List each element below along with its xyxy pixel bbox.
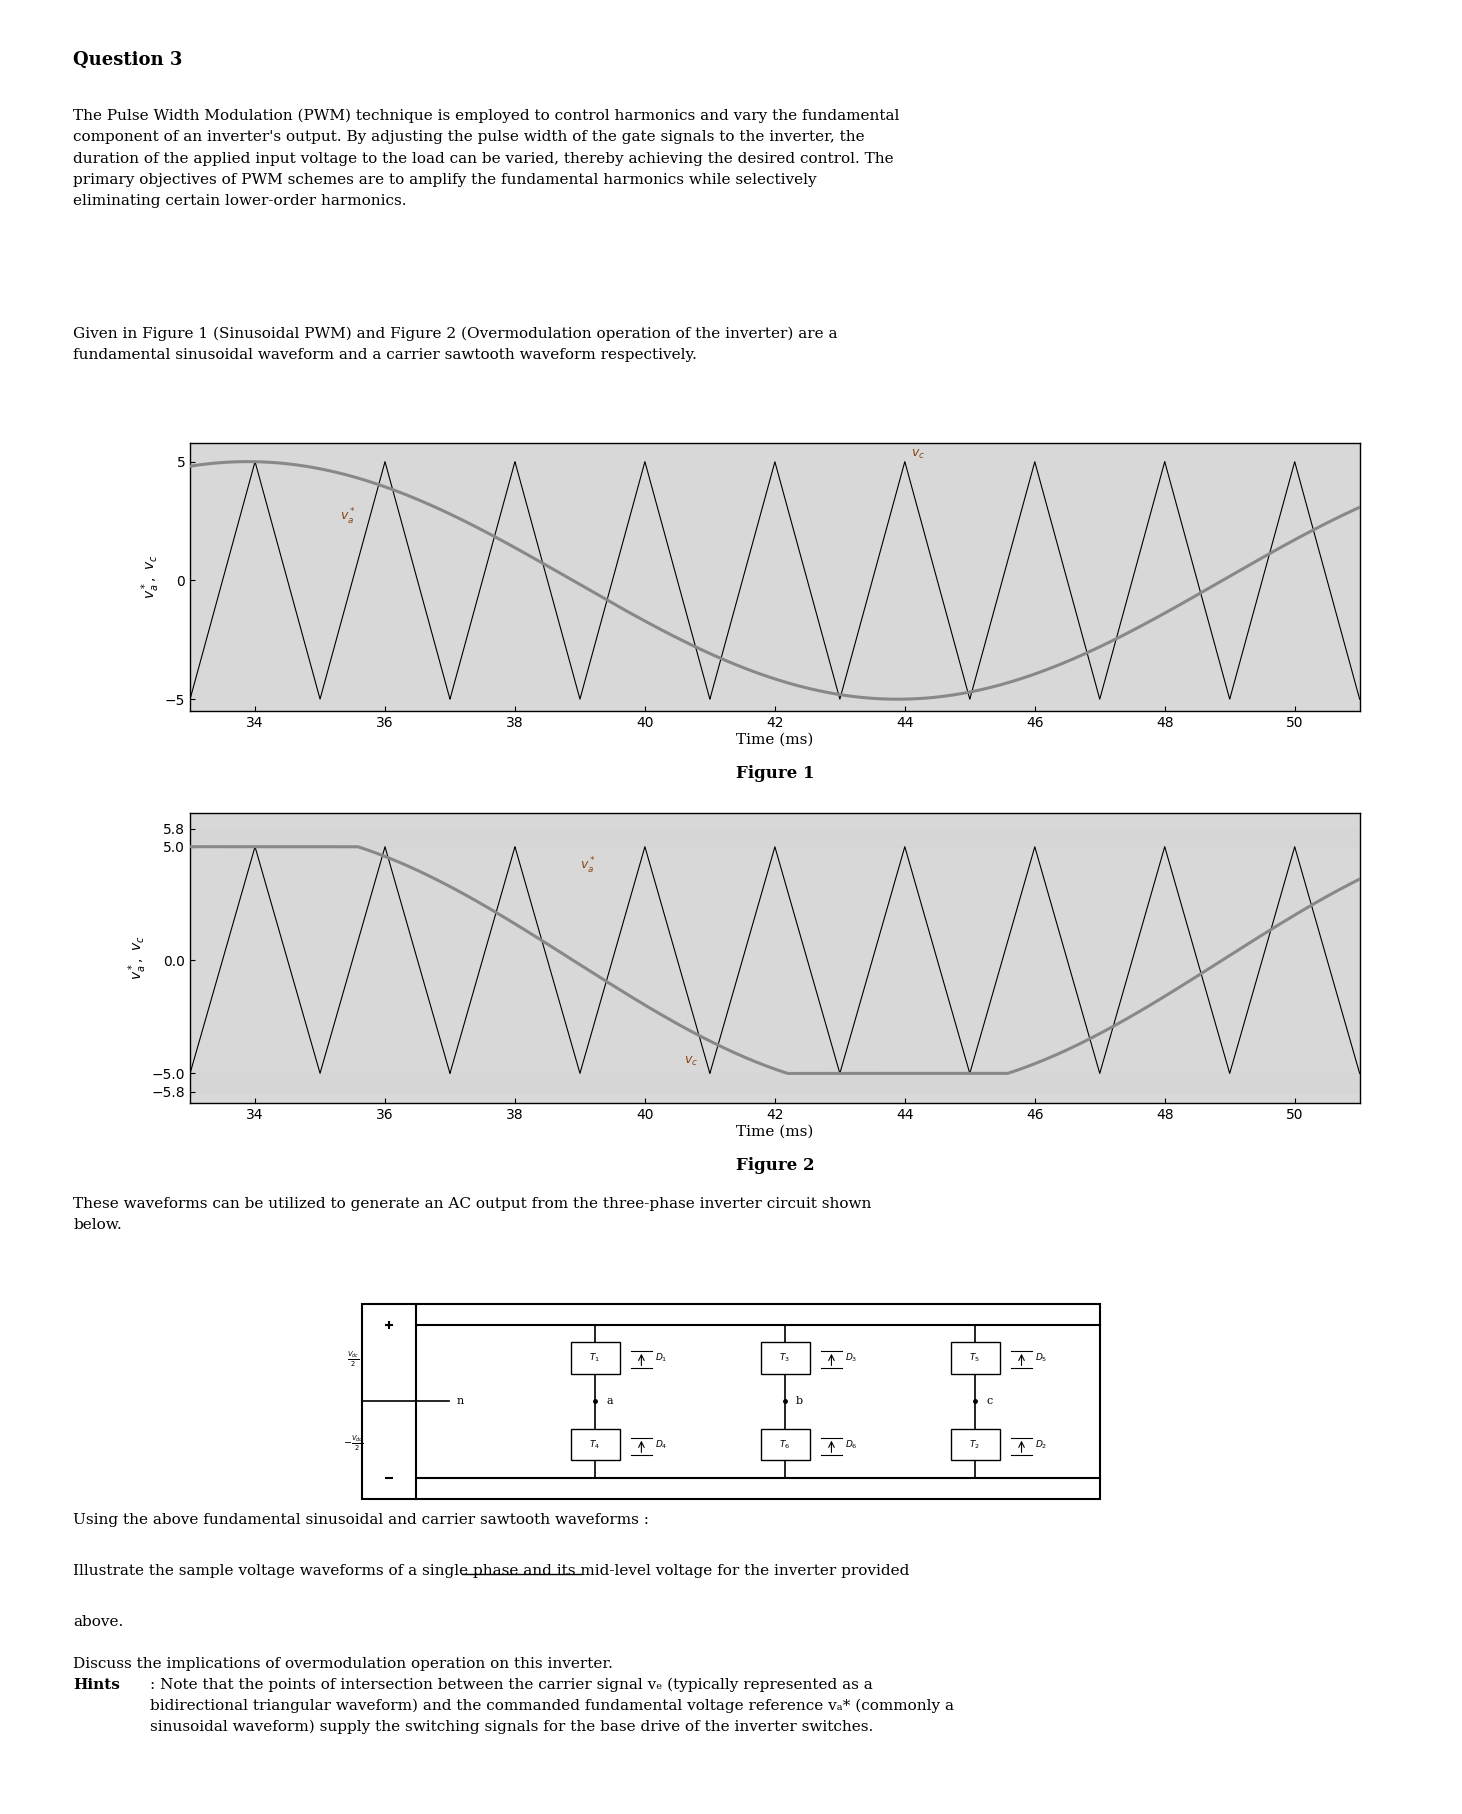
Text: These waveforms can be utilized to generate an AC output from the three-phase in: These waveforms can be utilized to gener… [73, 1197, 871, 1232]
Text: : Note that the points of intersection between the carrier signal vₑ (typically : : Note that the points of intersection b… [151, 1678, 955, 1734]
Text: $D_5$: $D_5$ [1035, 1351, 1047, 1364]
Text: Time (ms): Time (ms) [737, 1125, 813, 1139]
Text: Given in Figure 1 (Sinusoidal PWM) and Figure 2 (Overmodulation operation of the: Given in Figure 1 (Sinusoidal PWM) and F… [73, 327, 838, 363]
Text: Time (ms): Time (ms) [737, 733, 813, 747]
Text: Figure 1: Figure 1 [735, 766, 814, 782]
Bar [760, 1342, 810, 1373]
Text: $D_2$: $D_2$ [1035, 1439, 1047, 1451]
Y-axis label: $v_a^*,\ v_c$: $v_a^*,\ v_c$ [126, 936, 149, 980]
Text: Hints: Hints [73, 1678, 120, 1692]
Text: $T_1$: $T_1$ [589, 1351, 599, 1364]
Bar [190, 829, 1360, 847]
Text: $D_4$: $D_4$ [655, 1439, 668, 1451]
Text: above.: above. [73, 1614, 123, 1629]
Text: The Pulse Width Modulation (PWM) technique is employed to control harmonics and : The Pulse Width Modulation (PWM) techniq… [73, 109, 899, 209]
Bar [950, 1429, 1000, 1460]
Text: $D_1$: $D_1$ [655, 1351, 668, 1364]
Text: Figure 2: Figure 2 [735, 1157, 814, 1174]
Text: $D_3$: $D_3$ [845, 1351, 857, 1364]
Bar [190, 1074, 1360, 1092]
Text: $v_c$: $v_c$ [684, 1056, 697, 1068]
Text: $v_a^*$: $v_a^*$ [580, 856, 596, 876]
Text: $T_4$: $T_4$ [589, 1439, 599, 1451]
Bar [570, 1429, 620, 1460]
Text: Question 3: Question 3 [73, 51, 183, 69]
Text: a: a [607, 1397, 613, 1406]
Text: Discuss the implications of overmodulation operation on this inverter.: Discuss the implications of overmodulati… [73, 1656, 613, 1671]
Bar [950, 1342, 1000, 1373]
Text: $\frac{V_{dc}}{2}$: $\frac{V_{dc}}{2}$ [348, 1350, 360, 1370]
Text: $T_6$: $T_6$ [779, 1439, 789, 1451]
Text: $T_3$: $T_3$ [779, 1351, 789, 1364]
Text: $T_5$: $T_5$ [969, 1351, 980, 1364]
Text: b: b [797, 1397, 803, 1406]
Bar [760, 1429, 810, 1460]
Text: c: c [987, 1397, 993, 1406]
Text: $D_6$: $D_6$ [845, 1439, 858, 1451]
Text: Illustrate the sample voltage waveforms of a single phase and its mid-level volt: Illustrate the sample voltage waveforms … [73, 1564, 909, 1578]
Text: $T_2$: $T_2$ [969, 1439, 980, 1451]
Y-axis label: $v_a^*,\ v_c$: $v_a^*,\ v_c$ [139, 555, 162, 599]
Text: $v_a^*$: $v_a^*$ [339, 508, 355, 528]
Text: Using the above fundamental sinusoidal and carrier sawtooth waveforms :: Using the above fundamental sinusoidal a… [73, 1513, 649, 1527]
Bar [570, 1342, 620, 1373]
Text: $v_c$: $v_c$ [911, 448, 925, 461]
Text: n: n [456, 1397, 463, 1406]
Text: $-\frac{V_{dc}}{2}$: $-\frac{V_{dc}}{2}$ [344, 1433, 364, 1453]
